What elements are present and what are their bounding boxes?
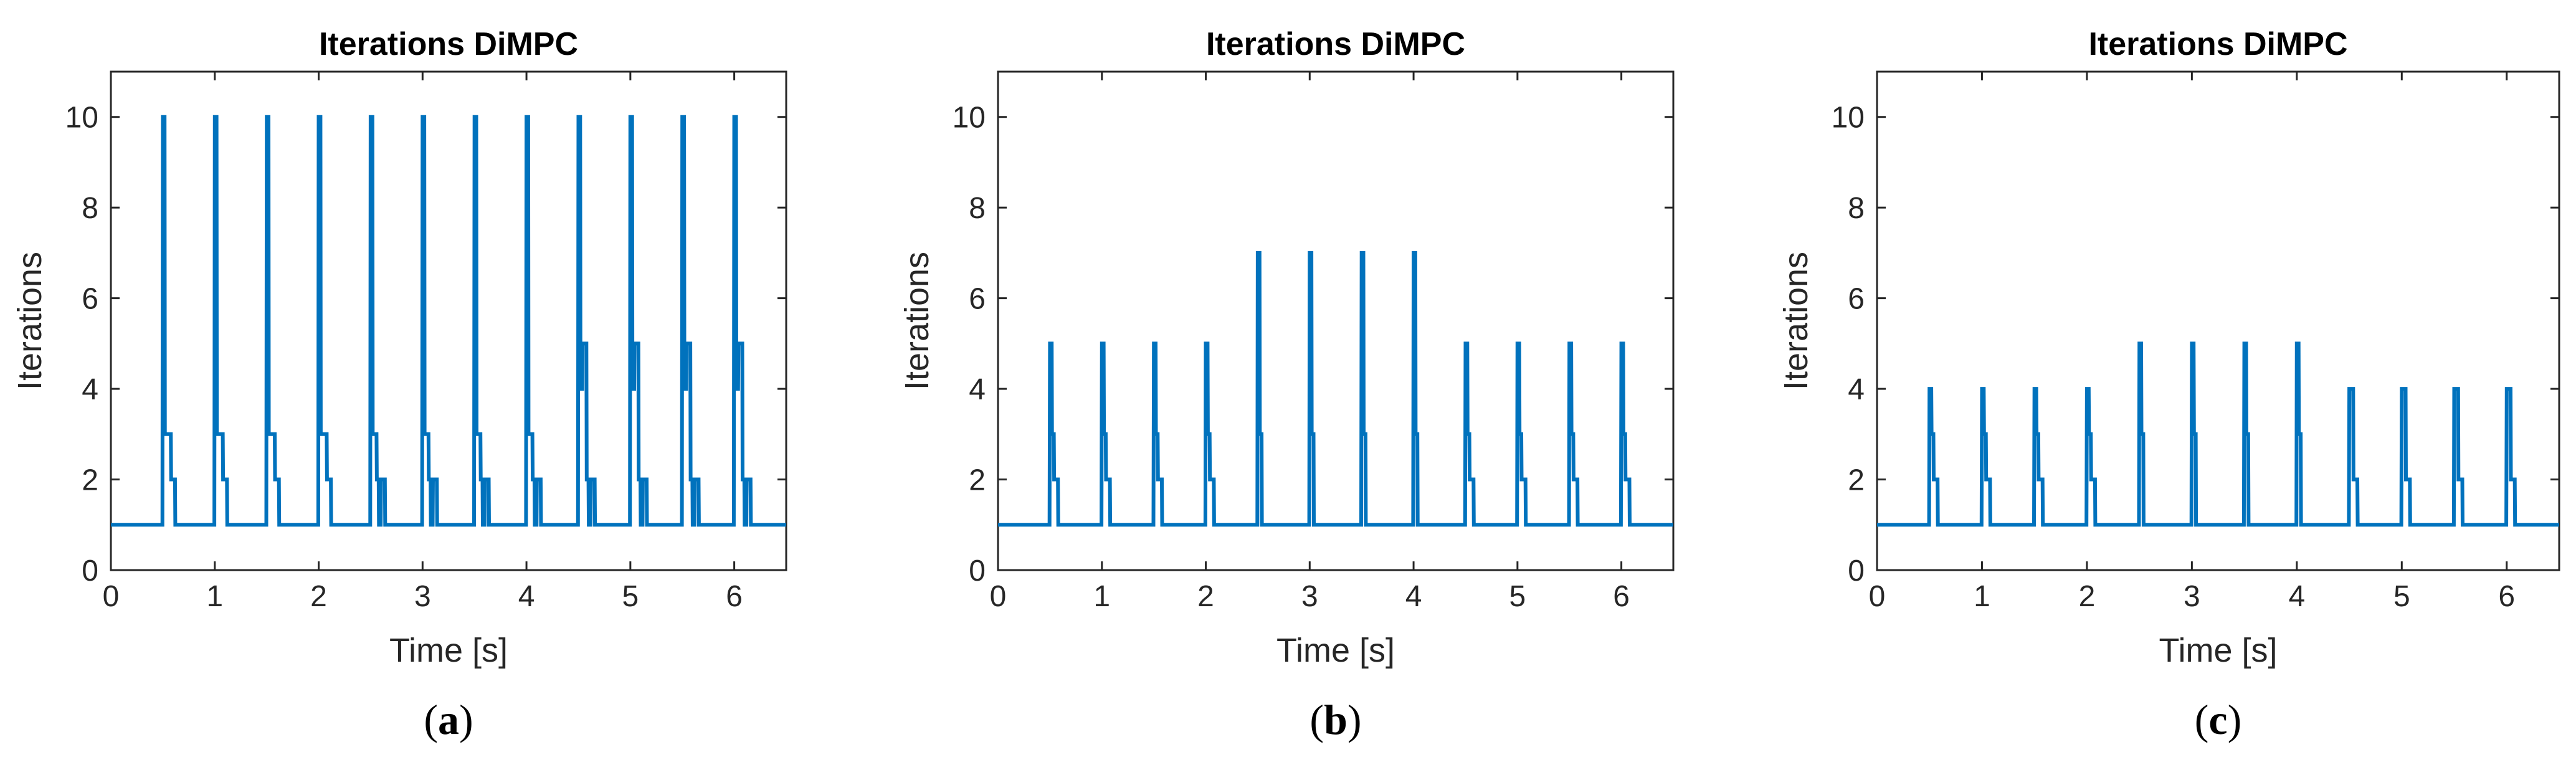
x-tick-label: 5 (2393, 580, 2410, 613)
y-tick-label: 2 (82, 464, 98, 497)
x-tick-label: 4 (518, 580, 535, 613)
x-tick-label: 4 (1405, 580, 1422, 613)
caption-close-paren: ) (2228, 696, 2242, 743)
y-axis-label: Iterations (11, 252, 49, 390)
panel-caption: (a) (424, 696, 473, 743)
iterations-series-line (998, 250, 1673, 527)
plot-area (997, 70, 1675, 571)
y-tick-label: 8 (1848, 192, 1865, 225)
plot-area (1876, 70, 2560, 571)
y-tick-label: 8 (969, 192, 986, 225)
chart-title: Iterations DiMPC (1206, 26, 1465, 62)
iterations-series-line (1877, 341, 2559, 527)
x-tick-label: 3 (2184, 580, 2200, 613)
chart-title: Iterations DiMPC (319, 26, 578, 62)
caption-letter: b (1324, 696, 1347, 743)
caption-close-paren: ) (459, 696, 473, 743)
y-tick-label: 6 (82, 283, 98, 316)
panel-caption: (b) (1309, 696, 1361, 743)
chart-c: 0 1 2 3 4 5 6 0 2 4 6 8 10 Iterations DiMPC Time [s] It… (1777, 26, 2560, 743)
x-tick-label: 6 (726, 580, 743, 613)
x-axis-label: Time [s] (389, 632, 508, 669)
x-tick-label: 5 (622, 580, 639, 613)
y-tick-label: 2 (1848, 464, 1865, 497)
y-tick-label: 6 (1848, 283, 1865, 316)
caption-open-paren: ( (1309, 696, 1324, 743)
x-tick-label: 1 (1974, 580, 1990, 613)
chart-b: 0 1 2 3 4 5 6 0 2 4 6 8 10 Iterations DiMPC Time [s] It… (898, 26, 1675, 743)
x-tick-label: 3 (1301, 580, 1318, 613)
x-tick-label: 2 (310, 580, 327, 613)
y-axis-label: Iterations (898, 252, 936, 390)
caption-open-paren: ( (2195, 696, 2209, 743)
panel-caption: (c) (2195, 696, 2242, 743)
caption-letter: c (2208, 696, 2227, 743)
y-tick-label: 10 (65, 102, 98, 135)
x-tick-label: 5 (1509, 580, 1526, 613)
x-tick-label: 0 (103, 580, 120, 613)
x-axis-label: Time [s] (1276, 632, 1395, 669)
caption-open-paren: ( (424, 696, 438, 743)
x-tick-label: 1 (1093, 580, 1110, 613)
iterations-series-line (111, 115, 786, 527)
y-tick-label: 10 (953, 102, 986, 135)
chart-title: Iterations DiMPC (2088, 26, 2347, 62)
x-tick-label: 4 (2288, 580, 2305, 613)
x-tick-label: 2 (2079, 580, 2096, 613)
y-tick-label: 0 (82, 555, 98, 588)
caption-letter: a (438, 696, 459, 743)
x-tick-label: 0 (1869, 580, 1886, 613)
y-tick-label: 10 (1832, 102, 1865, 135)
y-tick-label: 2 (969, 464, 986, 497)
x-tick-label: 6 (1613, 580, 1630, 613)
y-tick-label: 4 (1848, 373, 1865, 406)
y-tick-label: 4 (82, 373, 98, 406)
x-tick-label: 0 (990, 580, 1007, 613)
chart-a: 0 1 2 3 4 5 6 0 2 4 6 8 10 Iterations DiMPC Time [s] It… (11, 26, 787, 743)
y-tick-label: 0 (1848, 555, 1865, 588)
y-tick-label: 4 (969, 373, 986, 406)
y-tick-label: 0 (969, 555, 986, 588)
y-tick-label: 8 (82, 192, 98, 225)
x-tick-label: 3 (414, 580, 431, 613)
caption-close-paren: ) (1347, 696, 1362, 743)
y-tick-label: 6 (969, 283, 986, 316)
y-axis-label: Iterations (1777, 252, 1815, 390)
x-tick-label: 2 (1197, 580, 1214, 613)
x-tick-label: 1 (206, 580, 223, 613)
x-tick-label: 6 (2498, 580, 2515, 613)
x-axis-label: Time [s] (2159, 632, 2277, 669)
plot-area (110, 70, 787, 571)
